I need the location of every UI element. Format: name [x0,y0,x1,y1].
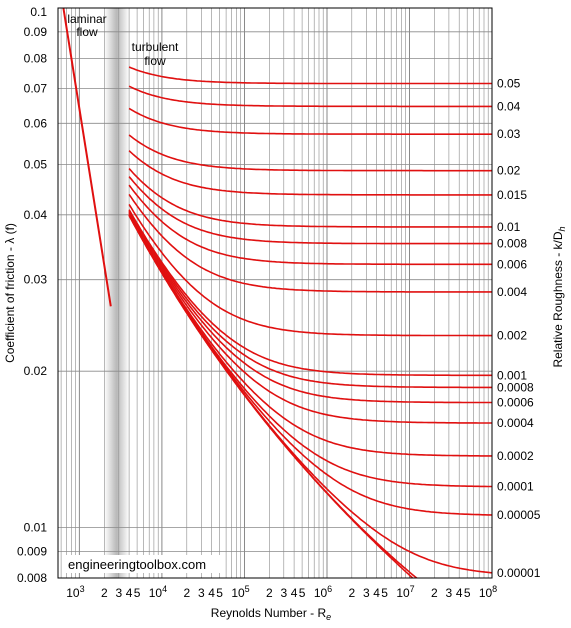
x-minor-tick-label: 2 [266,586,273,600]
x-minor-tick-label: 4 [373,586,380,600]
x-tick-label: 103 [66,584,84,600]
roughness-label: 0.02 [497,164,521,178]
roughness-label: 0.00001 [497,566,541,580]
x-tick-label: 104 [149,584,167,600]
y-tick-label: 0.07 [24,82,48,96]
laminar-curve [62,8,112,307]
y-tick-label: 0.02 [24,364,48,378]
roughness-label: 0.0002 [497,449,534,463]
roughness-curve [128,107,492,135]
roughness-curve [128,214,414,578]
roughness-curve [128,213,492,457]
roughness-label: 0.001 [497,368,527,382]
roughness-curve [128,66,492,85]
x-minor-tick-label: 5 [381,586,388,600]
x-minor-tick-label: 2 [183,586,190,600]
roughness-label: 0.002 [497,329,527,343]
x-minor-tick-label: 3 [446,586,453,600]
roughness-curve [128,193,492,293]
roughness-curve [128,85,492,108]
y-tick-label: 0.05 [24,157,48,171]
right-axis-label: Relative Roughness - k/Dh [551,226,567,367]
y-axis-label: Coefficient of friction - λ (f) [3,223,17,363]
roughness-label: 0.006 [497,257,527,271]
y-tick-label: 0.06 [24,116,48,130]
y-tick-label: 0.008 [17,571,47,585]
x-tick-label: 105 [231,584,249,600]
y-tick-label: 0.08 [24,51,48,65]
turbulent-flow-annotation: turbulent flow [132,40,179,68]
x-axis-label: Reynolds Number - Re [211,606,331,622]
x-minor-tick-label: 2 [101,586,108,600]
roughness-label: 0.0008 [497,380,534,394]
x-minor-tick-label: 5 [299,586,306,600]
y-tick-label: 0.09 [24,25,48,39]
roughness-label: 0.00005 [497,508,541,522]
roughness-label: 0.008 [497,237,527,251]
x-minor-tick-label: 4 [208,586,215,600]
roughness-label: 0.03 [497,127,521,141]
roughness-curve [128,203,492,337]
roughness-label: 0.0004 [497,416,534,430]
roughness-curve [128,176,492,245]
x-minor-tick-label: 4 [456,586,463,600]
roughness-curve [128,150,492,196]
plot-frame [57,7,493,579]
y-tick-label: 0.04 [24,208,48,222]
x-tick-label: 106 [314,584,332,600]
roughness-label: 0.01 [497,220,521,234]
roughness-curve [128,210,492,389]
x-minor-tick-label: 3 [363,586,370,600]
y-tick-label: 0.1 [30,5,47,19]
x-minor-tick-label: 5 [134,586,141,600]
roughness-label: 0.0006 [497,396,534,410]
watermark-background [64,555,222,573]
x-tick-label: 108 [479,584,497,600]
curve-layer [62,8,492,578]
x-minor-tick-label: 3 [198,586,205,600]
laminar-flow-annotation: laminar flow [67,12,106,39]
y-tick-labels: 0.1 0.09 0.08 0.07 0.06 0.05 0.04 0.03 0.02 0.01 0… [17,5,47,585]
x-minor-tick-label: 2 [431,586,438,600]
roughness-labels: 0.05 0.04 0.03 0.02 0.015 0.01 0.008 0.006 0.004… [497,77,541,580]
roughness-label: 0.015 [497,188,527,202]
x-minor-tick-label: 4 [126,586,133,600]
y-tick-label: 0.01 [24,521,48,535]
y-tick-label: 0.03 [24,273,48,287]
x-minor-tick-label: 5 [216,586,223,600]
roughness-label: 0.04 [497,99,521,113]
roughness-curve [128,134,492,172]
roughness-curve [128,211,492,404]
roughness-label: 0.05 [497,77,521,91]
x-tick-label: 107 [396,584,414,600]
x-minor-tick-label: 5 [464,586,471,600]
roughness-label: 0.004 [497,285,527,299]
x-minor-tick-label: 4 [291,586,298,600]
roughness-label: 0.0001 [497,480,534,494]
x-minor-tick-label: 3 [280,586,287,600]
watermark: engineeringtoolbox.com [68,557,206,572]
roughness-curve [128,209,492,377]
x-minor-tick-label: 2 [348,586,355,600]
y-tick-label: 0.009 [17,544,47,558]
plot-background [58,8,492,578]
roughness-curve [128,212,492,424]
x-minor-tick-label: 3 [115,586,122,600]
roughness-curve [128,184,492,266]
roughness-curve [128,168,492,228]
